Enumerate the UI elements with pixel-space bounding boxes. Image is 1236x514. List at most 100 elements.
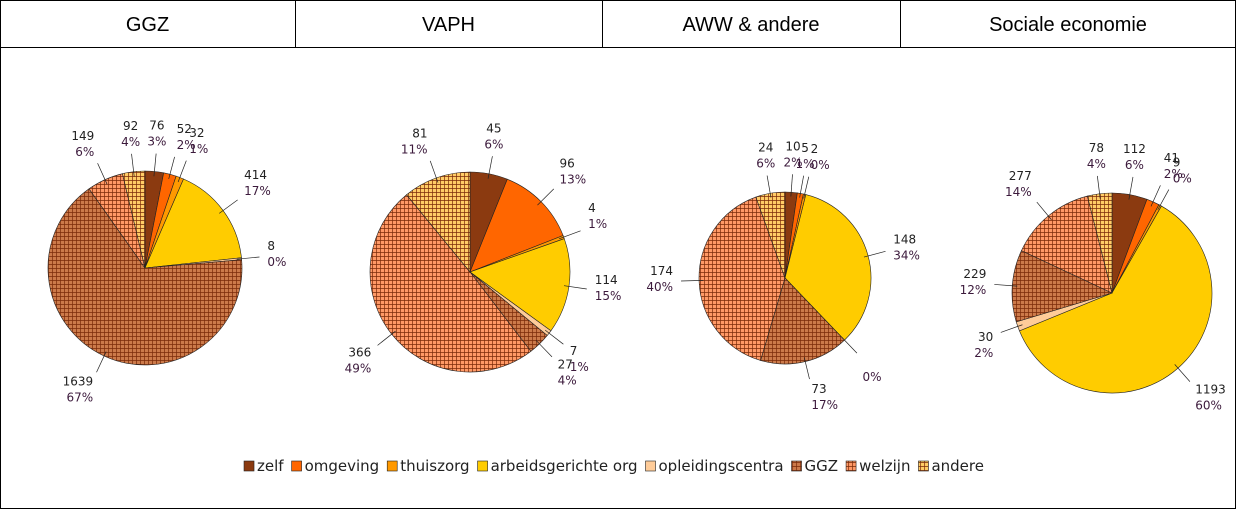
count-label: 8	[267, 239, 275, 253]
count-label: 114	[595, 273, 618, 287]
count-label: 32	[189, 126, 204, 140]
percentage-label: 4%	[121, 135, 140, 149]
count-label: 96	[559, 156, 574, 170]
leader-line	[1000, 324, 1023, 333]
leader-line	[1036, 201, 1052, 221]
percentage-label: 67%	[66, 391, 93, 405]
leader-line	[236, 256, 260, 260]
count-label: 414	[244, 168, 267, 182]
percentage-label: 13%	[559, 172, 586, 186]
percentage-label: 4%	[1087, 157, 1106, 171]
count-label: 41	[1164, 151, 1179, 165]
count-label: 27	[558, 358, 573, 372]
legend-swatch	[845, 460, 857, 472]
percentage-label: 11%	[401, 142, 428, 156]
percentage-label: 1%	[588, 217, 607, 231]
percentage-label: 15%	[595, 289, 622, 303]
column-header: AWW & andere	[682, 14, 819, 36]
count-label: 76	[149, 119, 164, 133]
count-label: 73	[811, 382, 826, 396]
count-label: 45	[486, 121, 501, 135]
percentage-label: 3%	[147, 135, 166, 149]
leader-line	[168, 156, 175, 180]
count-label: 4	[588, 201, 596, 215]
legend-label: arbeidsgerichte org	[491, 457, 638, 475]
leader-line	[219, 199, 238, 214]
leader-line	[429, 160, 439, 183]
leader-line	[563, 285, 587, 290]
leader-line	[994, 284, 1018, 287]
count-label: 148	[893, 232, 916, 246]
legend-label: andere	[931, 457, 984, 475]
count-label: 9	[1173, 156, 1181, 170]
legend-swatch	[791, 460, 802, 472]
count-label: 52	[177, 122, 192, 136]
percentage-label: 0%	[811, 158, 830, 172]
percentage-label: 1%	[796, 157, 815, 171]
percentage-label: 6%	[75, 145, 94, 159]
count-label: 30	[978, 330, 993, 344]
legend-label: opleidingscentra	[659, 457, 784, 475]
leader-line	[803, 176, 810, 199]
legend-swatch	[918, 460, 929, 472]
count-label: 149	[71, 129, 94, 143]
leader-line	[1150, 185, 1161, 207]
count-label: 7	[570, 344, 578, 358]
percentage-label: 1%	[570, 360, 589, 374]
column-header: VAPH	[422, 14, 475, 36]
percentage-label: 2%	[177, 138, 196, 152]
percentage-label: 0%	[1173, 172, 1192, 186]
count-label: 92	[123, 119, 138, 133]
leader-line	[131, 153, 135, 177]
percentage-label: 34%	[893, 248, 920, 262]
leader-line	[681, 280, 704, 282]
count-label: 81	[412, 126, 427, 140]
legend-label: thuiszorg	[400, 457, 469, 475]
percentage-label: 2%	[974, 346, 993, 360]
legend-swatch	[243, 460, 255, 472]
leader-line	[544, 329, 564, 345]
count-label: 112	[1123, 142, 1146, 156]
legend-label: omgeving	[305, 457, 380, 475]
legend-swatch	[645, 460, 656, 472]
leader-line	[487, 156, 493, 179]
percentage-label: 0%	[267, 255, 286, 269]
percentage-label: 40%	[646, 280, 673, 294]
leader-line	[1097, 175, 1101, 199]
count-label: 366	[348, 345, 371, 359]
leader-line	[766, 175, 772, 198]
count-label: 10	[785, 139, 800, 153]
leader-line	[96, 351, 107, 373]
legend-label: welzijn	[859, 457, 910, 475]
leader-line	[790, 174, 793, 197]
percentage-label: 1%	[189, 142, 208, 156]
leader-line	[1157, 189, 1170, 210]
count-label: 277	[1009, 169, 1032, 183]
leader-line	[803, 357, 810, 380]
count-label: 5	[801, 141, 809, 155]
count-label: 174	[650, 264, 673, 278]
count-label: 24	[758, 141, 773, 155]
percentage-label: 4%	[558, 374, 577, 388]
legend-swatch	[291, 460, 302, 472]
legend-label: zelf	[257, 457, 284, 475]
percentage-label: 12%	[960, 283, 987, 297]
percentage-label: 14%	[1005, 185, 1032, 199]
leader-line	[377, 330, 396, 346]
percentage-label: 0%	[862, 370, 881, 384]
leader-line	[535, 340, 553, 358]
leader-line	[1174, 364, 1191, 382]
percentage-label: 6%	[756, 157, 775, 171]
percentage-label: 60%	[1195, 399, 1222, 413]
count-label: 229	[963, 267, 986, 281]
leader-line	[537, 188, 555, 206]
column-header: GGZ	[126, 14, 169, 36]
percentage-label: 49%	[345, 361, 372, 375]
legend-label: GGZ	[805, 457, 839, 475]
leader-line	[1128, 176, 1134, 200]
percentage-label: 17%	[811, 398, 838, 412]
legend-swatch	[477, 460, 488, 472]
column-header: Sociale economie	[989, 14, 1147, 36]
leader-line	[799, 175, 804, 198]
